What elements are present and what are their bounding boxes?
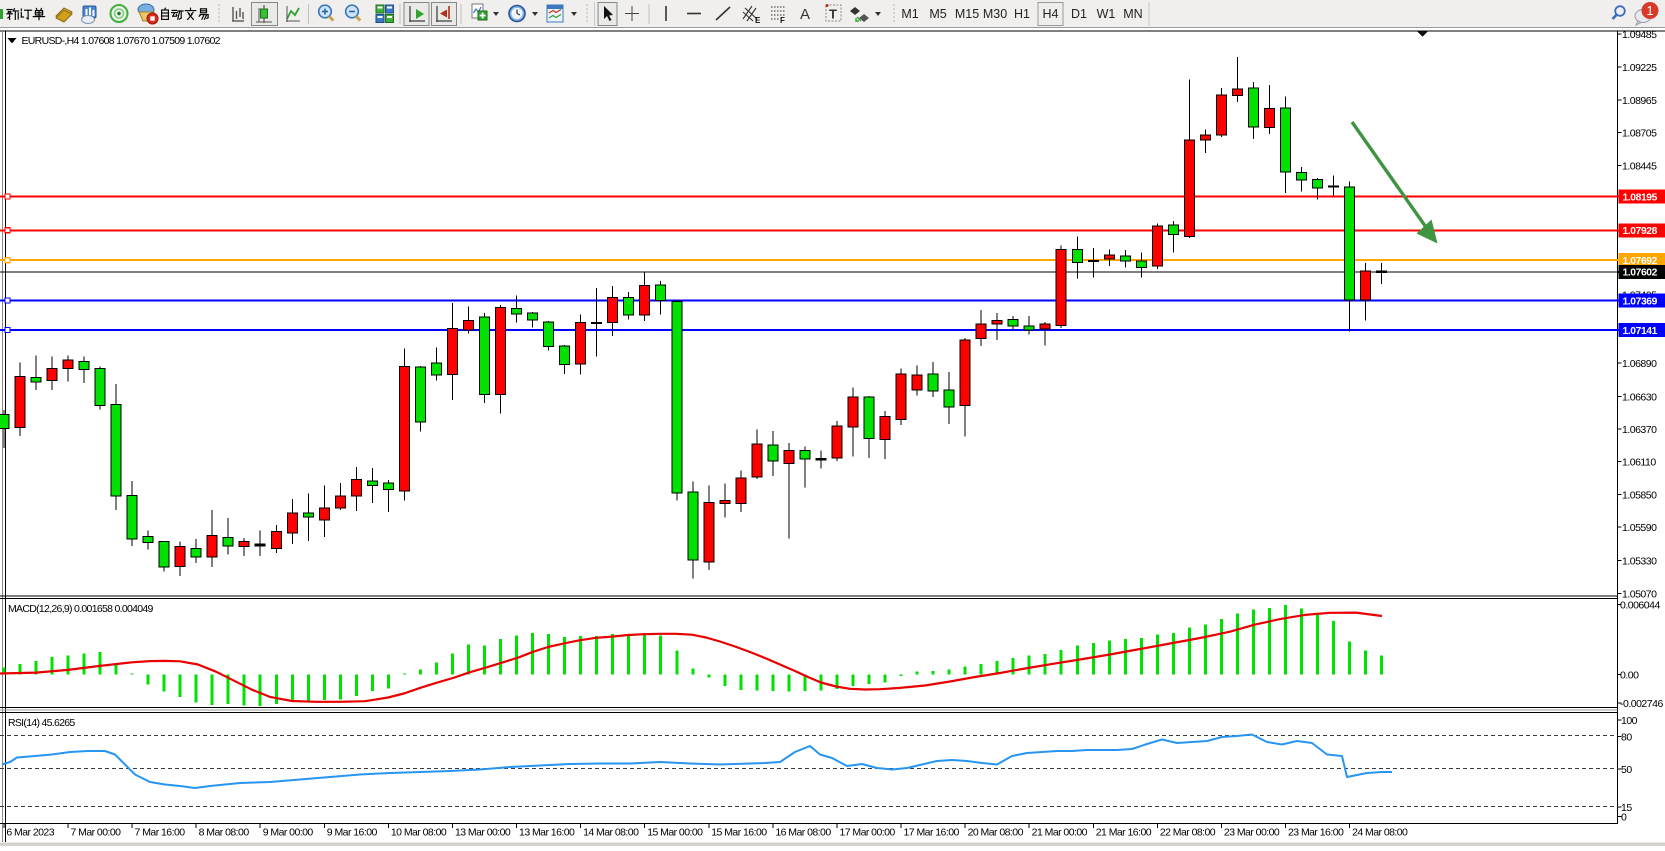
svg-text:1.06110: 1.06110 <box>1622 457 1656 469</box>
svg-text:1.06370: 1.06370 <box>1622 424 1657 436</box>
svg-text:7 Mar 00:00: 7 Mar 00:00 <box>70 827 121 839</box>
svg-text:M15: M15 <box>955 7 979 21</box>
svg-text:1.06890: 1.06890 <box>1622 358 1657 370</box>
svg-text:1.05850: 1.05850 <box>1622 489 1657 501</box>
svg-text:1.09225: 1.09225 <box>1622 62 1657 74</box>
svg-text:1.07602: 1.07602 <box>1623 268 1658 279</box>
svg-text:23 Mar 00:00: 23 Mar 00:00 <box>1224 827 1280 839</box>
svg-text:RSI(14) 45.6265: RSI(14) 45.6265 <box>8 717 75 729</box>
svg-text:100: 100 <box>1621 715 1638 727</box>
svg-text:9 Mar 00:00: 9 Mar 00:00 <box>263 827 314 839</box>
svg-text:80: 80 <box>1621 731 1632 743</box>
svg-text:1.07369: 1.07369 <box>1623 296 1658 307</box>
svg-text:17 Mar 16:00: 17 Mar 16:00 <box>904 827 960 839</box>
svg-text:6 Mar 2023: 6 Mar 2023 <box>6 827 54 839</box>
svg-text:1.05330: 1.05330 <box>1622 555 1657 567</box>
svg-text:1.07928: 1.07928 <box>1623 226 1658 237</box>
svg-text:-0.002746: -0.002746 <box>1620 698 1663 710</box>
svg-text:1.08195: 1.08195 <box>1623 192 1658 203</box>
svg-text:1.08965: 1.08965 <box>1622 95 1657 107</box>
svg-text:23 Mar 16:00: 23 Mar 16:00 <box>1288 827 1344 839</box>
svg-text:MACD(12,26,9) 0.001658 0.00404: MACD(12,26,9) 0.001658 0.004049 <box>8 603 154 615</box>
svg-text:D1: D1 <box>1071 7 1087 21</box>
svg-text:21 Mar 00:00: 21 Mar 00:00 <box>1032 827 1088 839</box>
svg-text:0.00: 0.00 <box>1620 670 1639 682</box>
svg-text:M1: M1 <box>901 7 918 21</box>
svg-text:W1: W1 <box>1097 7 1116 21</box>
svg-text:20 Mar 08:00: 20 Mar 08:00 <box>968 827 1024 839</box>
svg-text:0.006044: 0.006044 <box>1620 600 1660 612</box>
svg-text:1.09485: 1.09485 <box>1622 29 1657 41</box>
svg-text:1.05590: 1.05590 <box>1622 522 1657 534</box>
svg-text:7 Mar 16:00: 7 Mar 16:00 <box>135 827 186 839</box>
svg-text:15 Mar 16:00: 15 Mar 16:00 <box>711 827 767 839</box>
svg-text:0: 0 <box>1621 812 1627 824</box>
svg-text:50: 50 <box>1621 764 1632 776</box>
svg-text:21 Mar 16:00: 21 Mar 16:00 <box>1096 827 1152 839</box>
svg-text:1: 1 <box>1647 4 1654 18</box>
svg-text:E: E <box>755 16 761 25</box>
svg-text:22 Mar 08:00: 22 Mar 08:00 <box>1160 827 1216 839</box>
svg-text:M30: M30 <box>983 7 1007 21</box>
svg-text:EURUSD-,H4 1.07608 1.07670 1.: EURUSD-,H4 1.07608 1.07670 1.07509 1.076… <box>22 35 221 47</box>
svg-text:H4: H4 <box>1043 7 1059 21</box>
svg-text:14 Mar 08:00: 14 Mar 08:00 <box>583 827 639 839</box>
svg-text:1.06630: 1.06630 <box>1622 392 1657 404</box>
svg-text:M5: M5 <box>929 7 946 21</box>
svg-text:15 Mar 00:00: 15 Mar 00:00 <box>647 827 703 839</box>
svg-text:MN: MN <box>1123 7 1142 21</box>
svg-text:1.05070: 1.05070 <box>1622 588 1657 600</box>
svg-text:9 Mar 16:00: 9 Mar 16:00 <box>327 827 378 839</box>
svg-text:A: A <box>800 6 810 23</box>
svg-text:T: T <box>829 7 837 22</box>
svg-text:17 Mar 00:00: 17 Mar 00:00 <box>839 827 895 839</box>
svg-text:1.08445: 1.08445 <box>1622 160 1657 172</box>
svg-text:13 Mar 16:00: 13 Mar 16:00 <box>519 827 575 839</box>
svg-text:H1: H1 <box>1014 7 1030 21</box>
svg-text:F: F <box>780 16 785 25</box>
svg-text:1.08705: 1.08705 <box>1622 128 1657 140</box>
svg-text:13 Mar 00:00: 13 Mar 00:00 <box>455 827 511 839</box>
svg-text:1.07141: 1.07141 <box>1623 326 1658 337</box>
svg-text:16 Mar 08:00: 16 Mar 08:00 <box>775 827 831 839</box>
svg-text:10 Mar 08:00: 10 Mar 08:00 <box>391 827 447 839</box>
svg-text:8 Mar 08:00: 8 Mar 08:00 <box>199 827 250 839</box>
svg-text:24 Mar 08:00: 24 Mar 08:00 <box>1352 827 1408 839</box>
